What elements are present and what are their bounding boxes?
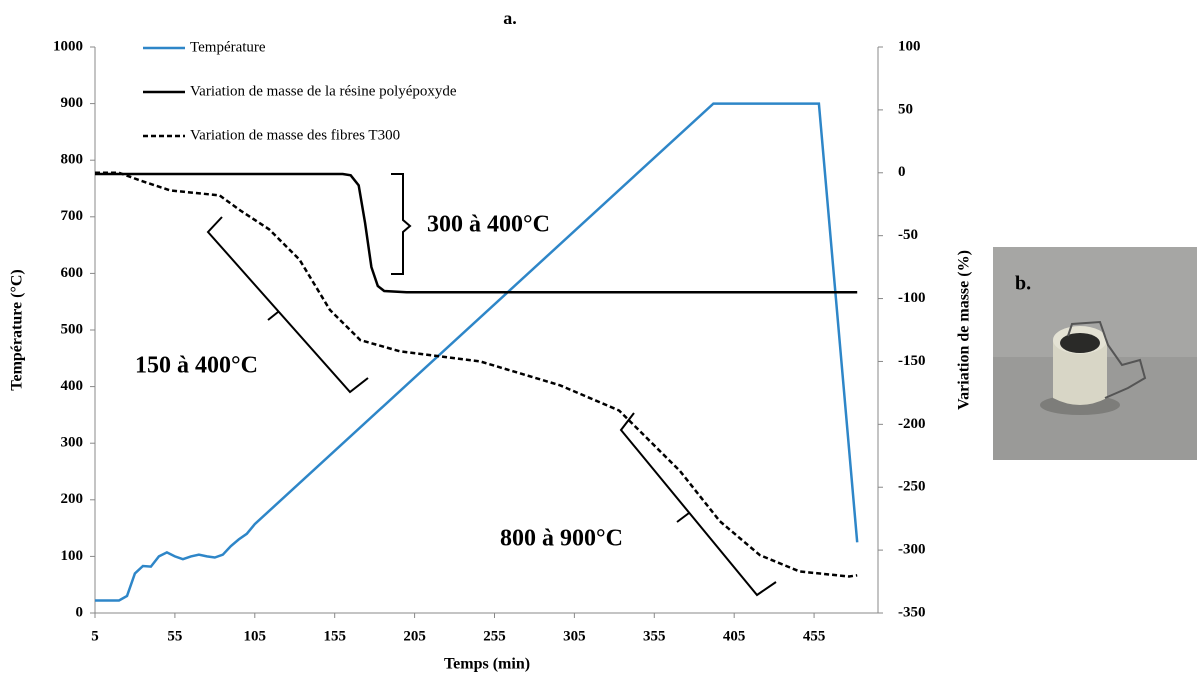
x-tick-label: 205 bbox=[403, 628, 426, 644]
y2-tick-label: 50 bbox=[898, 101, 913, 117]
bracket bbox=[206, 216, 369, 394]
chart-title: a. bbox=[503, 8, 517, 28]
x-tick-label: 155 bbox=[323, 628, 346, 644]
series-line bbox=[95, 171, 858, 578]
y-tick-label: 0 bbox=[76, 604, 84, 620]
legend-label: Température bbox=[190, 39, 266, 55]
y2-axis-title: Variation de masse (%) bbox=[956, 250, 973, 410]
series-line bbox=[95, 102, 859, 602]
x-tick-label: 105 bbox=[244, 628, 267, 644]
y-tick-label: 1000 bbox=[53, 38, 83, 54]
y-tick-label: 500 bbox=[61, 321, 84, 337]
y-tick-label: 600 bbox=[61, 265, 84, 281]
y2-tick-label: 100 bbox=[898, 38, 921, 54]
y-tick-label: 300 bbox=[61, 435, 84, 451]
legend-label: Variation de masse de la résine polyépox… bbox=[190, 83, 457, 99]
y-tick-label: 700 bbox=[61, 208, 84, 224]
x-tick-label: 5 bbox=[91, 628, 99, 644]
image-label: b. bbox=[1015, 273, 1031, 295]
annotation: 800 à 900°C bbox=[500, 526, 623, 552]
annotation: 300 à 400°C bbox=[427, 212, 550, 238]
y2-tick-label: -100 bbox=[898, 290, 926, 306]
y2-tick-label: 0 bbox=[898, 164, 906, 180]
annotation: 150 à 400°C bbox=[135, 353, 258, 379]
series-line bbox=[95, 172, 858, 294]
x-tick-label: 405 bbox=[723, 628, 746, 644]
y-tick-label: 100 bbox=[61, 548, 84, 564]
y-axis-title: Température (°C) bbox=[9, 269, 26, 390]
y-tick-label: 400 bbox=[61, 378, 84, 394]
y-tick-label: 900 bbox=[61, 95, 84, 111]
y2-tick-label: -200 bbox=[898, 416, 926, 432]
x-axis-title: Temps (min) bbox=[444, 656, 530, 673]
y2-tick-label: -350 bbox=[898, 604, 926, 620]
y2-tick-label: -250 bbox=[898, 479, 926, 495]
y2-tick-label: -50 bbox=[898, 227, 918, 243]
x-tick-label: 355 bbox=[643, 628, 666, 644]
y2-tick-label: -150 bbox=[898, 353, 926, 369]
x-tick-label: 55 bbox=[167, 628, 182, 644]
legend-label: Variation de masse des fibres T300 bbox=[190, 127, 400, 143]
y-tick-label: 200 bbox=[61, 491, 84, 507]
y2-tick-label: -300 bbox=[898, 542, 926, 558]
bracket bbox=[619, 412, 777, 597]
y-tick-label: 800 bbox=[61, 152, 84, 168]
photo: b. bbox=[993, 247, 1197, 460]
x-tick-label: 255 bbox=[483, 628, 506, 644]
x-tick-label: 305 bbox=[563, 628, 586, 644]
bracket bbox=[391, 173, 412, 275]
x-tick-label: 455 bbox=[803, 628, 826, 644]
